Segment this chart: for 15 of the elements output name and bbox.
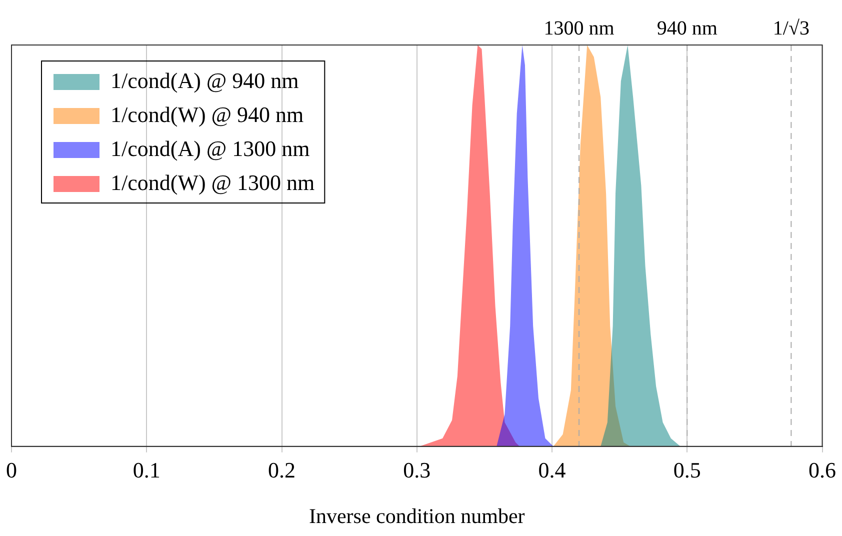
legend-label: 1/cond(W) @ 1300 nm [110,170,315,195]
x-tick-label: 0.6 [808,457,836,482]
x-tick-label: 0.5 [673,457,701,482]
x-tick-label: 0.1 [132,457,160,482]
x-tick-label: 0 [6,457,17,482]
x-axis-title: Inverse condition number [308,504,525,528]
legend-label: 1/cond(A) @ 940 nm [110,68,299,93]
x-tick-label: 0.2 [268,457,296,482]
ref-line-label: 1300 nm [544,17,615,40]
legend-label: 1/cond(A) @ 1300 nm [110,136,310,161]
ref-line-label: 940 nm [656,17,718,40]
ref-line-label: 1/√3 [772,17,810,40]
x-tick-label: 0.4 [538,457,566,482]
legend-label: 1/cond(W) @ 940 nm [110,102,304,127]
x-tick-label: 0.3 [403,457,431,482]
